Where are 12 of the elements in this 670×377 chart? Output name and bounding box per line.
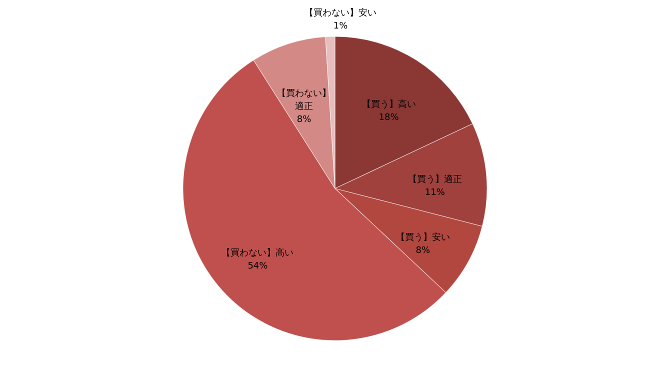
data-label: 8% (416, 246, 430, 256)
slice-label: 【買わない】適正 (277, 88, 331, 112)
slice-label: 【買わない】安い (304, 8, 377, 19)
data-label: 54% (248, 261, 268, 272)
slice-label: 【買う】高い (362, 98, 416, 110)
data-label: 18% (378, 112, 400, 123)
data-label: 8% (296, 115, 312, 126)
data-label: 1% (333, 22, 348, 32)
data-label: 11% (424, 188, 446, 198)
slice-label: 【買わない】高い (222, 247, 294, 258)
slice-label: 【買う】適正 (408, 174, 462, 186)
slice-label: 【買う】安い (396, 232, 450, 243)
